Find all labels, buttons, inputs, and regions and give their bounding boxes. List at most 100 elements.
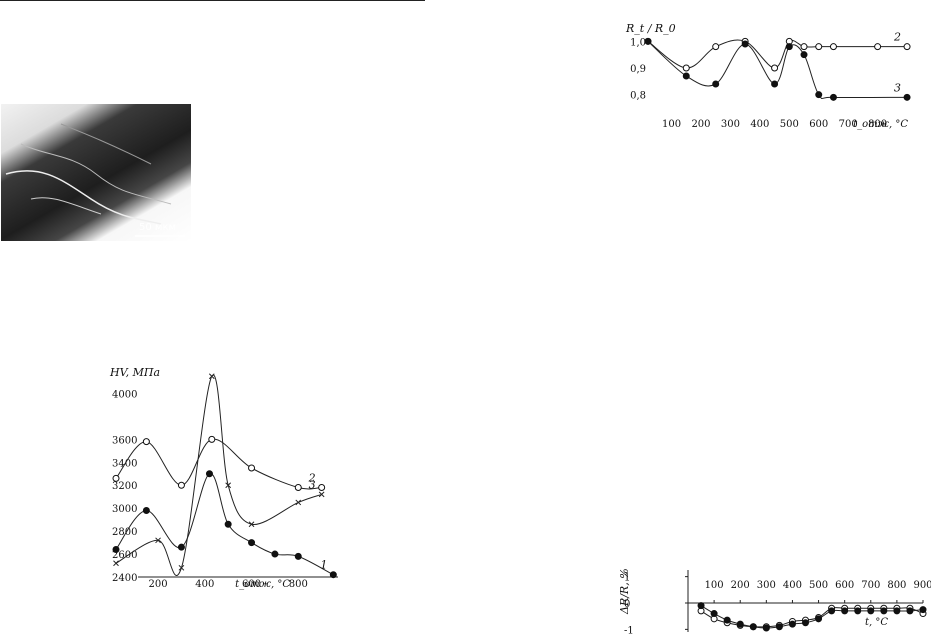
- resistance-change-chart: -1 0 1 100 200 300 400 500 600 700 800 900 ΔR/R, % t,…: [618, 568, 931, 636]
- data-point: [177, 543, 185, 551]
- data-point: [829, 43, 837, 51]
- series-label: 2: [308, 472, 316, 485]
- data-point: [788, 620, 796, 628]
- data-point: [224, 520, 232, 528]
- data-point: [906, 607, 914, 615]
- data-point: [903, 43, 911, 51]
- data-point: [208, 373, 215, 380]
- series-line: [115, 473, 334, 576]
- data-point: [771, 80, 779, 88]
- y-tick-label: 3600: [112, 435, 137, 446]
- data-point: [802, 619, 809, 627]
- data-point: [682, 72, 690, 80]
- data-point: [295, 499, 302, 506]
- data-point: [248, 539, 256, 547]
- x-tick-label: 400: [750, 119, 769, 130]
- series-label: 3: [894, 81, 901, 94]
- series-line: [115, 374, 322, 577]
- y-tick-label: 2800: [112, 527, 137, 538]
- x-tick-label: 400: [195, 579, 214, 590]
- data-point: [208, 435, 216, 443]
- series-label: 2: [893, 31, 901, 44]
- x-axis-label: t, °C: [865, 617, 888, 628]
- data-point: [271, 550, 279, 558]
- x-tick-label: 500: [780, 119, 799, 130]
- y-tick-label: 4000: [112, 389, 137, 400]
- x-tick-label: 200: [731, 580, 750, 591]
- data-point: [880, 607, 888, 615]
- data-point: [142, 506, 150, 514]
- data-point: [736, 620, 744, 628]
- data-point: [854, 607, 862, 615]
- data-point: [205, 470, 213, 478]
- x-tick-label: 100: [662, 119, 681, 130]
- y-axis-label: R_t / R_0: [625, 22, 676, 35]
- data-point: [893, 607, 901, 615]
- x-tick-label: 800: [868, 119, 887, 130]
- scale-bar-label: 50 мкм: [139, 222, 177, 233]
- data-point: [225, 482, 232, 489]
- data-point: [113, 560, 119, 567]
- data-point: [712, 43, 720, 51]
- data-point: [815, 43, 823, 51]
- data-point: [155, 537, 161, 544]
- series-line: [115, 438, 322, 490]
- data-point: [318, 484, 326, 492]
- y-tick-label: 2600: [112, 550, 137, 561]
- data-point: [815, 615, 823, 623]
- data-point: [697, 602, 705, 610]
- y-tick-label: 0: [624, 599, 630, 610]
- data-point: [723, 616, 731, 624]
- data-point: [841, 607, 849, 615]
- x-tick-label: 900: [913, 580, 931, 591]
- y-axis-label: ΔR/R, %: [618, 568, 631, 615]
- y-tick-label: -1: [624, 625, 634, 636]
- data-point: [248, 464, 256, 472]
- data-point: [815, 91, 823, 99]
- data-point: [178, 564, 185, 571]
- y-tick-label: 0,9: [630, 64, 646, 75]
- header-rule: [0, 0, 425, 1]
- data-point: [177, 481, 185, 489]
- data-point: [749, 623, 757, 631]
- micrograph-image: 50 мкм: [1, 104, 191, 241]
- y-tick-label: 2400: [112, 573, 137, 584]
- data-point: [800, 51, 808, 59]
- data-point: [710, 610, 718, 618]
- y-tick-label: 3200: [112, 481, 137, 492]
- x-tick-label: 800: [289, 579, 308, 590]
- data-point: [329, 571, 337, 579]
- data-point: [874, 43, 882, 51]
- data-point: [712, 80, 720, 88]
- data-point: [800, 43, 808, 51]
- data-point: [775, 623, 783, 631]
- data-point: [771, 64, 779, 72]
- x-tick-label: 200: [691, 119, 710, 130]
- data-point: [112, 474, 120, 482]
- x-tick-label: 600: [835, 580, 854, 591]
- data-point: [644, 37, 652, 45]
- data-point: [785, 43, 793, 51]
- y-tick-label: 1: [624, 573, 630, 584]
- data-point: [682, 64, 690, 72]
- y-tick-label: 0,8: [630, 91, 646, 102]
- series-line: [647, 40, 908, 100]
- x-tick-label: 100: [705, 580, 724, 591]
- y-tick-label: 3000: [112, 504, 137, 515]
- data-point: [248, 521, 255, 528]
- x-tick-label: 200: [149, 579, 168, 590]
- data-point: [919, 606, 927, 614]
- data-point: [318, 491, 325, 498]
- data-point: [867, 607, 875, 615]
- data-point: [112, 545, 120, 553]
- data-point: [142, 438, 150, 446]
- data-point: [741, 40, 749, 48]
- x-tick-label: 400: [783, 580, 802, 591]
- x-axis-label: t_отж, °C: [853, 119, 908, 130]
- x-tick-label: 300: [757, 580, 776, 591]
- series-label: 3: [309, 478, 316, 491]
- x-tick-label: 500: [809, 580, 828, 591]
- x-tick-label: 300: [721, 119, 740, 130]
- data-point: [294, 552, 302, 560]
